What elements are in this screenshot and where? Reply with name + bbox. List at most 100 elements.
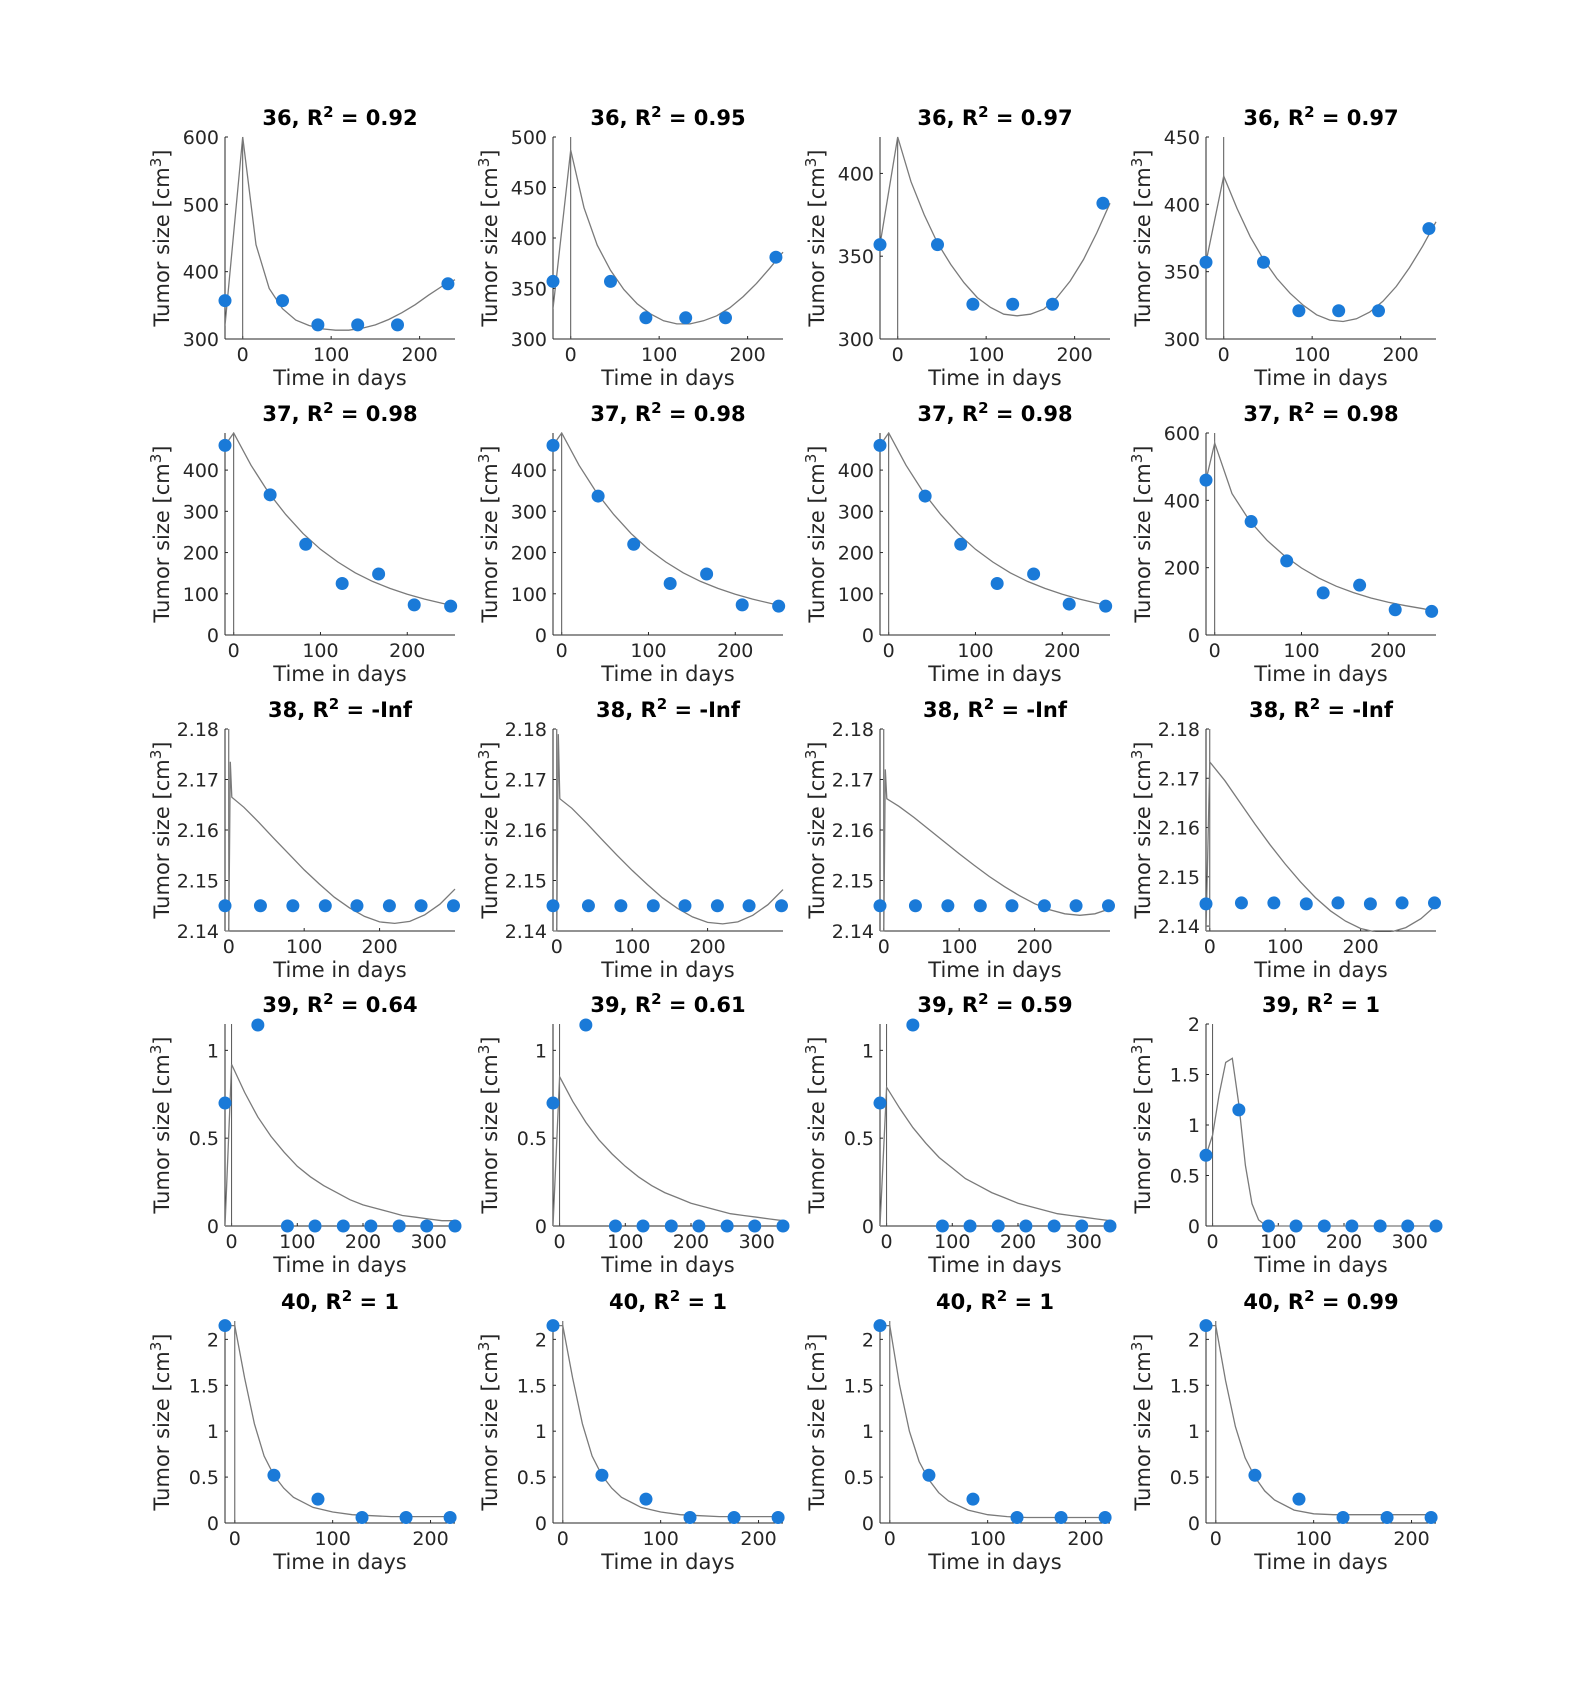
subplot-5: 0 100 200 0 100 200 300 400 37, R2 = 0.98 Time in… xyxy=(147,399,458,686)
y-tick-label: 0.5 xyxy=(517,1128,547,1150)
y-tick-label: 0 xyxy=(207,625,219,647)
subplot-title: 38, R2 = -Inf xyxy=(923,695,1068,722)
data-point xyxy=(646,899,660,913)
data-point xyxy=(1046,297,1059,311)
y-tick-label: 0 xyxy=(862,1216,874,1238)
x-tick-label: 100 xyxy=(643,1528,679,1550)
y-tick-label: 0 xyxy=(535,625,547,647)
y-axis-label: Tumor size [cm3] xyxy=(802,446,829,624)
title-r2-superscript: 2 xyxy=(651,103,661,121)
title-r2-superscript: 2 xyxy=(1310,695,1320,713)
x-axis-label: Time in days xyxy=(600,366,734,390)
data-point xyxy=(444,599,458,613)
y-tick-label: 2.18 xyxy=(177,719,219,741)
data-point xyxy=(991,1219,1005,1233)
title-r2-superscript: 2 xyxy=(1304,1287,1314,1305)
x-axis-label: Time in days xyxy=(1253,366,1387,390)
data-point xyxy=(1429,1219,1443,1233)
y-tick-label: 1 xyxy=(862,1421,874,1443)
y-tick-label: 100 xyxy=(183,584,219,606)
x-tick-label: 100 xyxy=(1296,1528,1332,1550)
title-value: = 1 xyxy=(352,1290,399,1314)
y-label-superscript: 3 xyxy=(802,750,820,760)
y-axis-label: Tumor size [cm3] xyxy=(147,742,174,920)
y-tick-label: 2 xyxy=(207,1329,219,1351)
y-tick-label: 300 xyxy=(838,501,874,523)
y-tick-label: 300 xyxy=(183,329,219,351)
data-point xyxy=(720,1219,734,1233)
data-point xyxy=(700,567,714,581)
data-point xyxy=(683,1510,697,1524)
x-tick-label: 0 xyxy=(1209,640,1221,662)
title-value: = -Inf xyxy=(667,698,741,722)
data-point xyxy=(1372,304,1385,318)
data-point xyxy=(581,899,595,913)
x-tick-label: 0 xyxy=(884,1528,896,1550)
y-label-end: ] xyxy=(150,446,174,454)
data-point xyxy=(1292,1492,1306,1506)
title-value: = -Inf xyxy=(994,698,1068,722)
y-label-superscript: 3 xyxy=(802,454,820,464)
y-label-end: ] xyxy=(150,742,174,750)
data-point xyxy=(1280,554,1294,568)
y-tick-label: 2 xyxy=(1188,1014,1200,1036)
title-r2-superscript: 2 xyxy=(323,399,333,417)
subplot-2: 0 100 200 300 350 400 450 500 36, R2 = 0.95 Time … xyxy=(475,103,784,390)
y-axis-label: Tumor size [cm3] xyxy=(475,446,502,624)
x-tick-label: 100 xyxy=(607,1231,643,1253)
x-axis-label: Time in days xyxy=(272,366,406,390)
data-point xyxy=(546,1319,560,1333)
x-tick-label: 0 xyxy=(557,1528,569,1550)
data-point xyxy=(1103,1219,1117,1233)
data-point xyxy=(286,899,300,913)
x-axis-label: Time in days xyxy=(927,1550,1061,1574)
x-tick-label: 0 xyxy=(237,344,249,366)
title-value: = 0.98 xyxy=(1315,402,1399,426)
data-point xyxy=(873,238,887,252)
data-point xyxy=(1427,896,1441,910)
y-label-text: Tumor size [cm xyxy=(150,1351,174,1511)
y-tick-label: 0.5 xyxy=(844,1128,874,1150)
y-label-end: ] xyxy=(805,742,829,750)
y-tick-label: 400 xyxy=(1164,490,1200,512)
subplot-title: 36, R2 = 0.92 xyxy=(262,103,417,130)
fit-curve xyxy=(225,432,456,607)
data-point xyxy=(1299,897,1313,911)
subplot-title: 38, R2 = -Inf xyxy=(1249,695,1394,722)
data-point xyxy=(1010,1510,1024,1524)
fit-curve xyxy=(553,149,784,325)
y-tick-label: 1.5 xyxy=(1170,1375,1200,1397)
y-label-superscript: 3 xyxy=(475,750,493,760)
title-prefix: 37, R xyxy=(590,402,651,426)
title-prefix: 39, R xyxy=(262,993,323,1017)
data-point xyxy=(1244,515,1258,529)
x-axis-label: Time in days xyxy=(1253,958,1387,982)
y-tick-label: 600 xyxy=(1164,423,1200,445)
y-label-superscript: 3 xyxy=(802,1045,820,1055)
y-label-superscript: 3 xyxy=(1128,1045,1146,1055)
title-prefix: 38, R xyxy=(923,698,984,722)
y-tick-label: 2.15 xyxy=(1158,867,1200,889)
data-point xyxy=(604,274,617,288)
subplot-8: 0 100 200 0 200 400 600 37, R2 = 0.98 Time in da… xyxy=(1128,399,1439,686)
data-point xyxy=(1425,604,1439,618)
data-point xyxy=(355,1510,369,1524)
x-axis-label: Time in days xyxy=(600,662,734,686)
data-point xyxy=(1261,1219,1275,1233)
y-tick-label: 0.5 xyxy=(1170,1467,1200,1489)
x-tick-label: 100 xyxy=(286,936,322,958)
y-tick-label: 2.18 xyxy=(1158,719,1200,741)
y-tick-label: 1.5 xyxy=(189,1375,219,1397)
data-point xyxy=(595,1468,609,1482)
data-point xyxy=(1401,1219,1415,1233)
subplot-title: 40, R2 = 1 xyxy=(609,1287,727,1314)
data-point xyxy=(663,576,677,590)
y-tick-label: 0.5 xyxy=(517,1467,547,1489)
y-axis-label: Tumor size [cm3] xyxy=(802,1334,829,1512)
x-tick-label: 0 xyxy=(554,1231,566,1253)
data-point xyxy=(639,1492,653,1506)
title-r2-superscript: 2 xyxy=(997,1287,1007,1305)
y-label-text: Tumor size [cm xyxy=(478,1351,502,1511)
